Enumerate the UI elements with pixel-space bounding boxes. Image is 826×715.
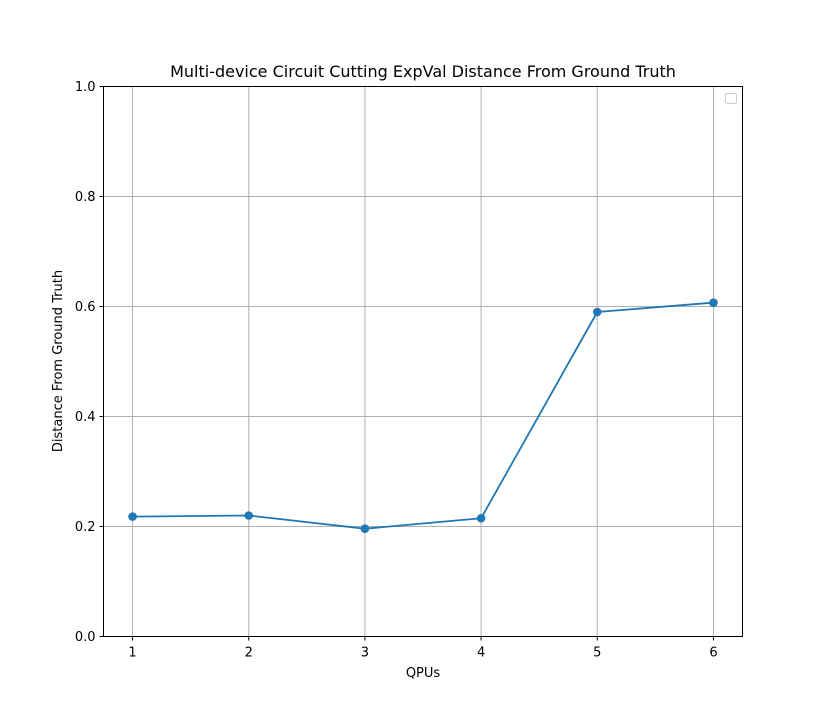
y-axis-title: Distance From Ground Truth (51, 270, 66, 452)
y-tick-label: 0.6 (75, 300, 96, 315)
y-tick-label: 0.2 (75, 520, 96, 535)
data-point (360, 524, 370, 533)
y-axis: 0.0 0.2 0.4 0.6 0.8 1.0 (75, 80, 104, 645)
data-point (592, 307, 602, 317)
x-axis: 1 2 3 4 5 6 (128, 636, 718, 661)
x-axis-title: QPUs (406, 666, 441, 681)
legend-box (725, 93, 737, 104)
x-tick-label: 5 (593, 646, 601, 661)
series-layer (128, 298, 718, 533)
series-line (131, 301, 715, 530)
x-tick-label: 6 (709, 646, 717, 661)
x-tick-label: 4 (477, 646, 485, 661)
x-tick-label: 1 (128, 646, 136, 661)
chart-title: Multi-device Circuit Cutting ExpVal Dist… (170, 62, 676, 81)
y-tick-label: 0.4 (75, 410, 96, 425)
legend (725, 93, 737, 104)
y-tick-label: 1.0 (75, 80, 96, 95)
data-point (128, 512, 137, 521)
data-point (709, 298, 718, 307)
x-tick-label: 2 (245, 646, 253, 661)
plot-area (103, 86, 743, 637)
plot-frame (103, 86, 743, 637)
data-point (476, 513, 486, 523)
y-tick-label: 0.0 (75, 630, 96, 645)
y-tick-label: 0.8 (75, 190, 96, 205)
data-point (244, 511, 254, 520)
x-tick-label: 3 (361, 646, 369, 661)
